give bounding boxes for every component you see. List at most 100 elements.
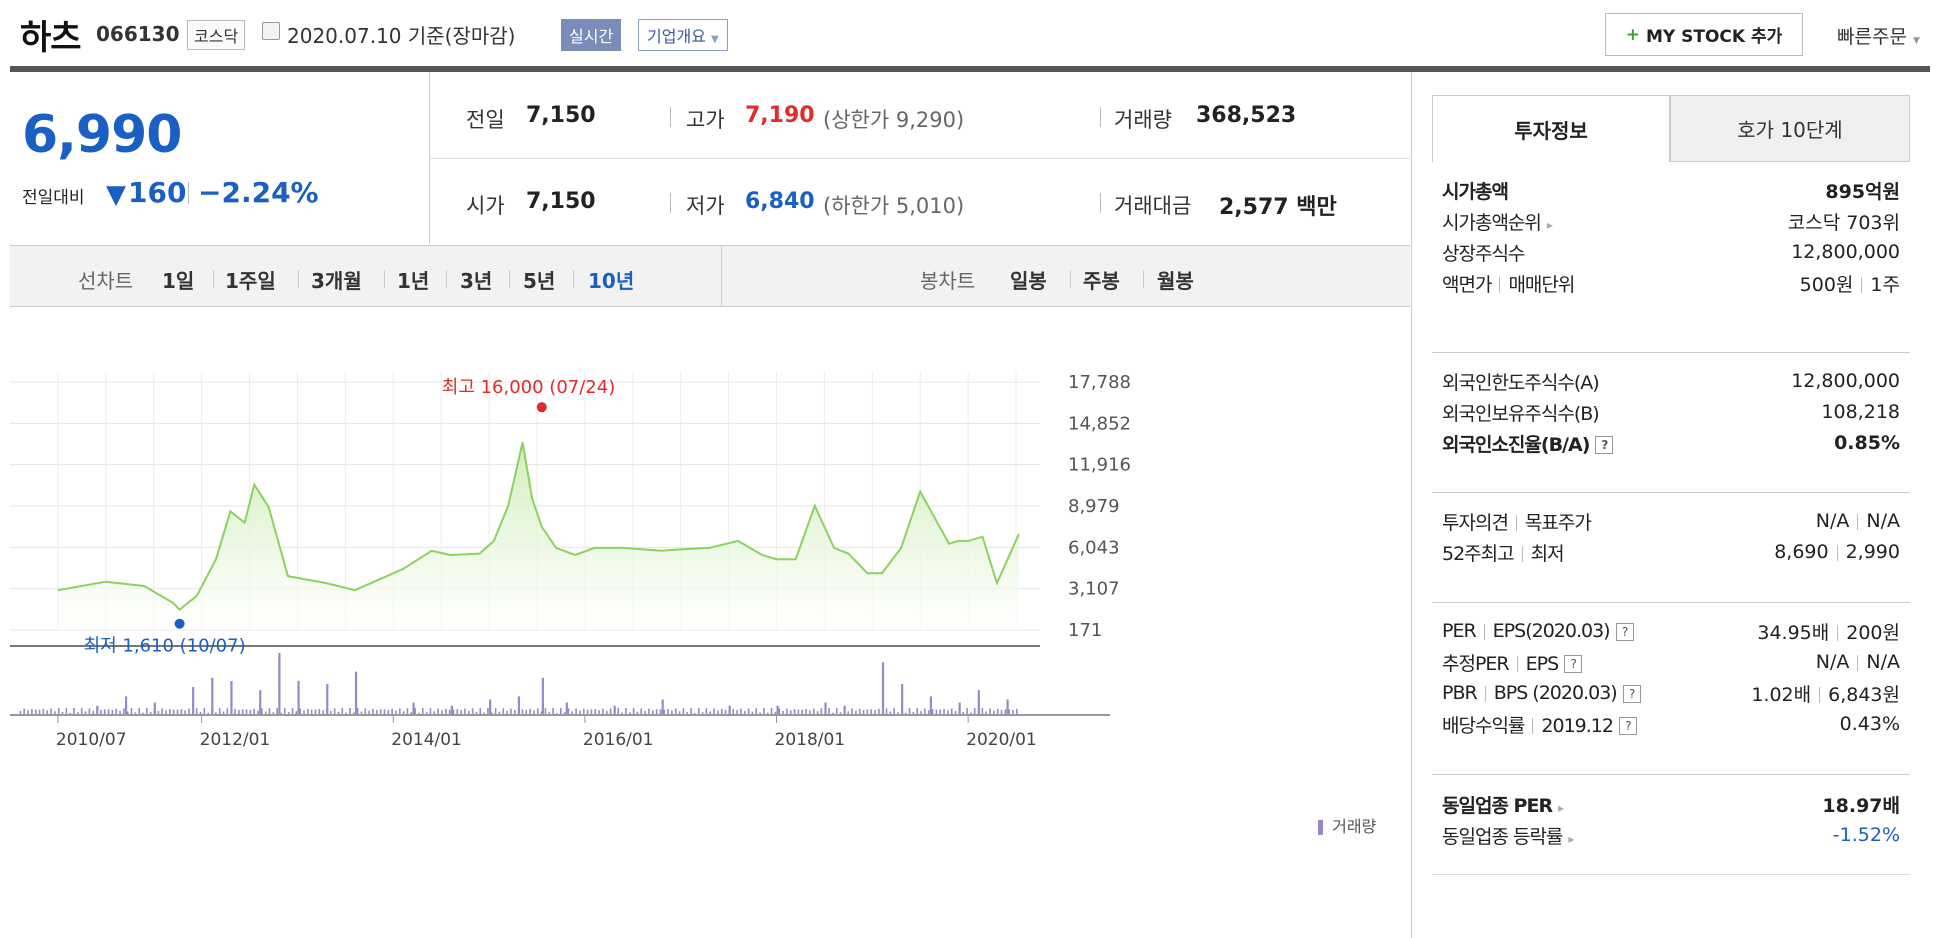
divider: [509, 270, 510, 288]
info-label: 외국인보유주식수(B): [1442, 399, 1600, 426]
volume-bar: [441, 710, 443, 715]
y-tick-label: 8,979: [1068, 496, 1120, 517]
volume-bar: [1008, 709, 1010, 715]
divider: [1432, 492, 1910, 493]
volume-bar: [797, 709, 800, 715]
volume-bar: [345, 712, 347, 715]
info-label: 외국인소진율(B/A)?: [1442, 430, 1614, 457]
divider: [1836, 544, 1838, 561]
divider: [1499, 277, 1501, 293]
price-line: [57, 442, 1020, 612]
tab-1week[interactable]: 1주일: [225, 269, 276, 293]
volume-bar: [124, 696, 128, 715]
volume-bar: [199, 711, 202, 715]
volume-bar: [866, 709, 869, 715]
help-icon[interactable]: ?: [1618, 717, 1637, 735]
price-area: [57, 442, 1019, 630]
volume-bar: [927, 710, 930, 715]
arrow-right-icon[interactable]: ▸: [1568, 831, 1574, 846]
volume-bar: [169, 709, 171, 715]
volume-bar: [257, 710, 259, 715]
info-value-text: N/A: [1815, 510, 1850, 532]
volume-bar: [142, 712, 144, 715]
my-stock-add-label: MY STOCK 추가: [1645, 27, 1783, 47]
volume-bar: [602, 708, 604, 715]
info-value: 8,690 2,990: [1774, 541, 1900, 563]
volume-bar: [897, 712, 899, 715]
info-label: PER EPS(2020.03)?: [1442, 620, 1634, 642]
tab-10year[interactable]: 10년: [588, 269, 635, 293]
volume-bar: [268, 708, 271, 715]
info-value-text: 2,990: [1845, 541, 1900, 563]
y-tick-label: 6,043: [1068, 537, 1120, 558]
volume-bar: [632, 708, 635, 715]
volume-bar: [893, 708, 896, 715]
help-icon[interactable]: ?: [1595, 436, 1614, 454]
volume-bar: [364, 708, 367, 715]
volume-bar: [46, 710, 49, 715]
my-stock-add-button[interactable]: + MY STOCK 추가: [1605, 13, 1803, 56]
volume-bar: [172, 709, 175, 715]
low-value: 6,840: [745, 189, 815, 214]
volume-bar: [801, 709, 804, 715]
volume-bar: [92, 710, 94, 715]
stock-code: 066130: [96, 22, 180, 46]
volume-bar: [636, 711, 639, 715]
volume-bar: [559, 708, 562, 715]
volume-bar: [73, 708, 75, 715]
tab-invest-info[interactable]: 투자정보: [1432, 95, 1670, 162]
volume-bar: [598, 710, 600, 715]
volume-bar: [786, 708, 788, 715]
volume-bar: [176, 709, 179, 715]
info-label: 상장주식수: [1442, 239, 1525, 266]
info-label-text: PER: [1442, 620, 1477, 642]
quick-order-dropdown[interactable]: 빠른주문 ▼: [1837, 22, 1920, 49]
divider: [1484, 685, 1486, 702]
volume-bar: [556, 712, 558, 715]
volume-bar: [42, 708, 45, 715]
plus-icon: +: [1625, 24, 1640, 45]
volume-bar: [278, 653, 281, 715]
volume-bar: [740, 708, 742, 715]
tab-monthly[interactable]: 월봉: [1157, 269, 1194, 293]
company-overview-dropdown[interactable]: 기업개요 ▼: [638, 19, 728, 51]
divider: [1837, 625, 1839, 641]
volume-bar: [54, 711, 56, 715]
high-label: 고가: [686, 108, 725, 132]
info-row: 외국인보유주식수(B) 108,218: [1442, 398, 1900, 426]
y-tick-label: 17,788: [1068, 372, 1131, 393]
volume-bar: [621, 712, 623, 715]
tab-5year[interactable]: 5년: [523, 269, 556, 293]
tab-3month[interactable]: 3개월: [311, 269, 362, 293]
arrow-right-icon[interactable]: ▸: [1558, 800, 1564, 815]
divider: [670, 193, 671, 213]
volume-bar: [123, 708, 125, 715]
help-icon[interactable]: ?: [1564, 655, 1583, 673]
arrow-right-icon[interactable]: ▸: [1546, 217, 1553, 232]
volume-bar: [475, 711, 478, 715]
volume-bar: [755, 708, 758, 715]
tab-weekly[interactable]: 주봉: [1083, 269, 1120, 293]
tab-1day[interactable]: 1일: [162, 269, 195, 293]
tab-1year[interactable]: 1년: [397, 269, 430, 293]
help-icon[interactable]: ?: [1615, 622, 1634, 641]
y-tick-label: 171: [1068, 620, 1102, 641]
tab-3year[interactable]: 3년: [460, 269, 493, 293]
info-value: 12,800,000: [1791, 241, 1900, 263]
info-value: 34.95배 200원: [1757, 618, 1900, 645]
price-chart[interactable]: 17,788 14,852 11,916 8,979 6,043 3,107 171 2010…: [10, 360, 1410, 930]
header-divider: [10, 66, 1930, 72]
volume-bar: [776, 705, 779, 715]
tab-daily[interactable]: 일봉: [1010, 269, 1047, 293]
tab-orderbook[interactable]: 호가 10단계: [1670, 95, 1910, 162]
volume-bar: [805, 708, 807, 715]
help-icon[interactable]: ?: [1622, 684, 1641, 703]
volume-bar: [84, 711, 87, 715]
volume-bar: [379, 709, 382, 715]
volume-bar: [287, 711, 290, 715]
volume-bar: [694, 712, 696, 715]
volume-bar: [295, 711, 298, 715]
upper-limit: (상한가 9,290): [823, 108, 965, 132]
realtime-button[interactable]: 실시간: [561, 19, 622, 51]
volume-bar: [625, 708, 627, 715]
